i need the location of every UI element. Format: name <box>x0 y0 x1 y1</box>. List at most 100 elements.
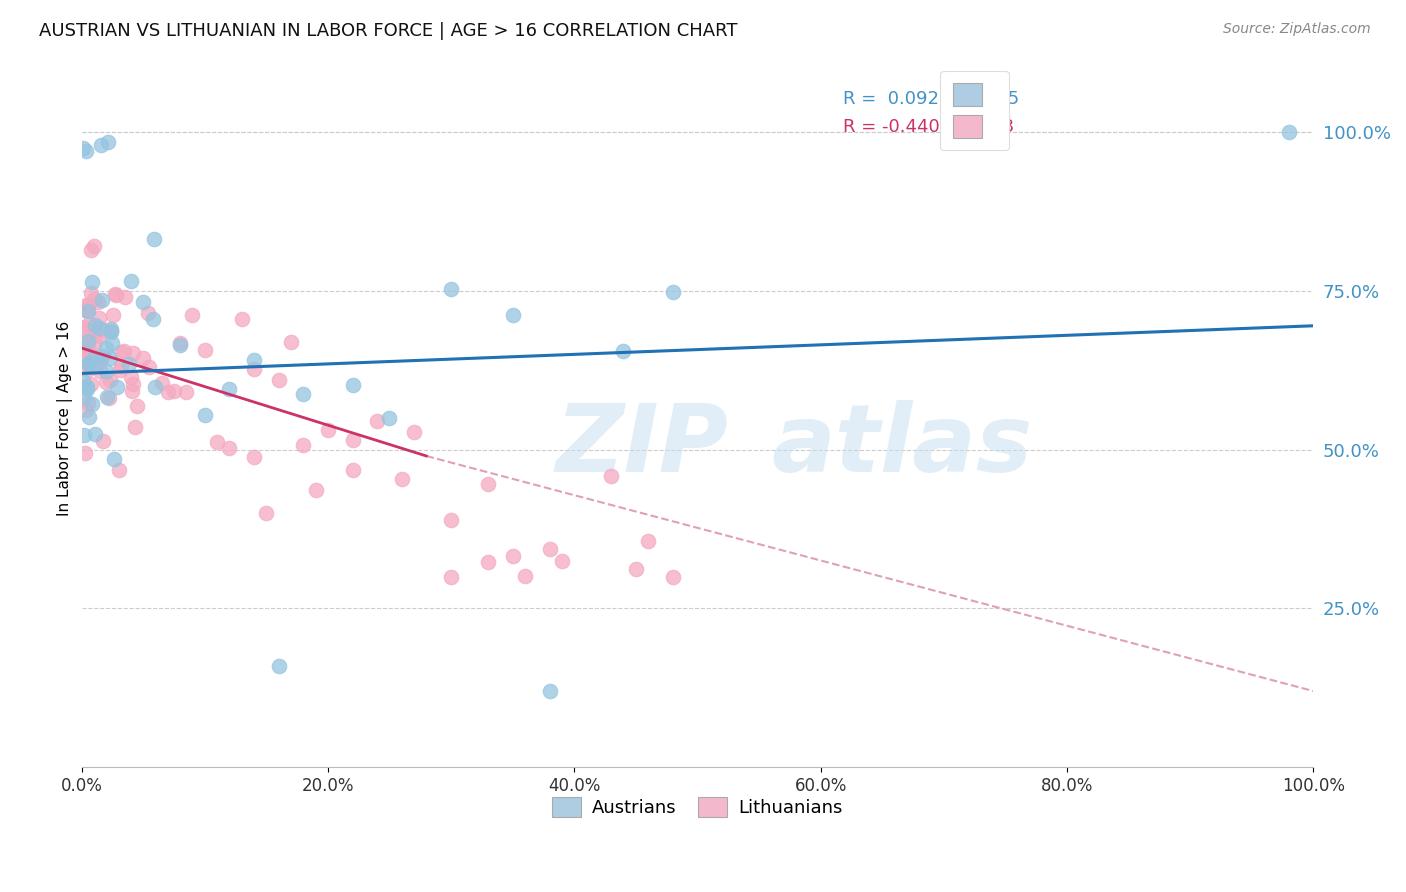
Point <box>218 382 240 396</box>
Point <box>77 357 100 371</box>
Point <box>125 399 148 413</box>
Point <box>98 373 121 387</box>
Point <box>94 364 117 378</box>
Point <box>73 446 96 460</box>
Point <box>169 336 191 351</box>
Point <box>94 342 117 356</box>
Point <box>75 341 97 355</box>
Point <box>112 343 135 358</box>
Point <box>73 340 96 354</box>
Point <box>82 275 104 289</box>
Text: ZIP: ZIP <box>555 400 728 491</box>
Point <box>243 352 266 367</box>
Point <box>122 377 145 392</box>
Point <box>280 335 302 350</box>
Point <box>73 302 96 317</box>
Point <box>80 285 103 300</box>
Point <box>76 303 98 318</box>
Point <box>103 451 125 466</box>
Point <box>316 423 339 437</box>
Point <box>120 274 142 288</box>
Point <box>76 382 98 396</box>
Point <box>77 396 100 410</box>
Point <box>96 390 118 404</box>
Point <box>90 137 112 152</box>
Point <box>292 387 315 401</box>
Point <box>243 450 266 464</box>
Point <box>89 311 111 326</box>
Point <box>75 351 97 366</box>
Point <box>513 569 536 583</box>
Point <box>267 373 290 387</box>
Point <box>132 351 155 365</box>
Point <box>77 355 100 369</box>
Point <box>136 306 159 320</box>
Legend: Austrians, Lithuanians: Austrians, Lithuanians <box>546 789 849 824</box>
Point <box>87 329 110 343</box>
Point <box>121 384 143 399</box>
Point <box>84 359 107 373</box>
Point <box>87 356 110 370</box>
Point <box>502 549 524 563</box>
Point <box>77 359 100 373</box>
Point <box>83 351 105 366</box>
Point <box>366 414 388 428</box>
Point <box>104 287 127 301</box>
Point <box>103 308 125 322</box>
Point <box>72 374 94 388</box>
Point <box>108 463 131 477</box>
Point <box>120 370 142 384</box>
Point <box>114 290 136 304</box>
Point <box>502 308 524 322</box>
Point <box>87 294 110 309</box>
Point <box>72 320 94 334</box>
Point <box>77 410 100 425</box>
Point <box>98 391 121 405</box>
Point <box>150 376 173 390</box>
Point <box>138 360 160 375</box>
Point <box>538 541 561 556</box>
Point <box>77 299 100 313</box>
Point <box>110 359 132 373</box>
Point <box>612 343 634 358</box>
Point <box>73 379 96 393</box>
Point <box>100 324 122 338</box>
Point <box>661 570 683 584</box>
Point <box>122 345 145 359</box>
Point <box>93 323 115 337</box>
Point <box>83 292 105 306</box>
Point <box>83 318 105 333</box>
Point <box>77 341 100 355</box>
Point <box>292 438 315 452</box>
Point <box>637 533 659 548</box>
Point <box>101 335 124 350</box>
Point <box>83 239 105 253</box>
Point <box>75 298 97 312</box>
Point <box>93 434 115 449</box>
Text: R = -0.440  N = 93: R = -0.440 N = 93 <box>842 119 1014 136</box>
Point <box>194 408 217 422</box>
Text: atlas: atlas <box>772 400 1032 491</box>
Point <box>75 402 97 417</box>
Point <box>156 384 179 399</box>
Y-axis label: In Labor Force | Age > 16: In Labor Force | Age > 16 <box>58 320 73 516</box>
Point <box>79 317 101 331</box>
Point <box>440 570 463 584</box>
Point <box>76 303 98 318</box>
Point <box>75 325 97 339</box>
Point <box>218 441 240 455</box>
Point <box>145 380 167 394</box>
Point <box>624 562 647 576</box>
Point <box>169 338 191 352</box>
Point <box>440 282 463 296</box>
Point <box>80 244 103 258</box>
Point <box>254 507 277 521</box>
Point <box>538 684 561 698</box>
Point <box>73 428 96 442</box>
Point <box>661 285 683 299</box>
Point <box>551 554 574 568</box>
Point <box>91 350 114 364</box>
Point <box>84 323 107 337</box>
Point <box>391 473 413 487</box>
Point <box>73 391 96 405</box>
